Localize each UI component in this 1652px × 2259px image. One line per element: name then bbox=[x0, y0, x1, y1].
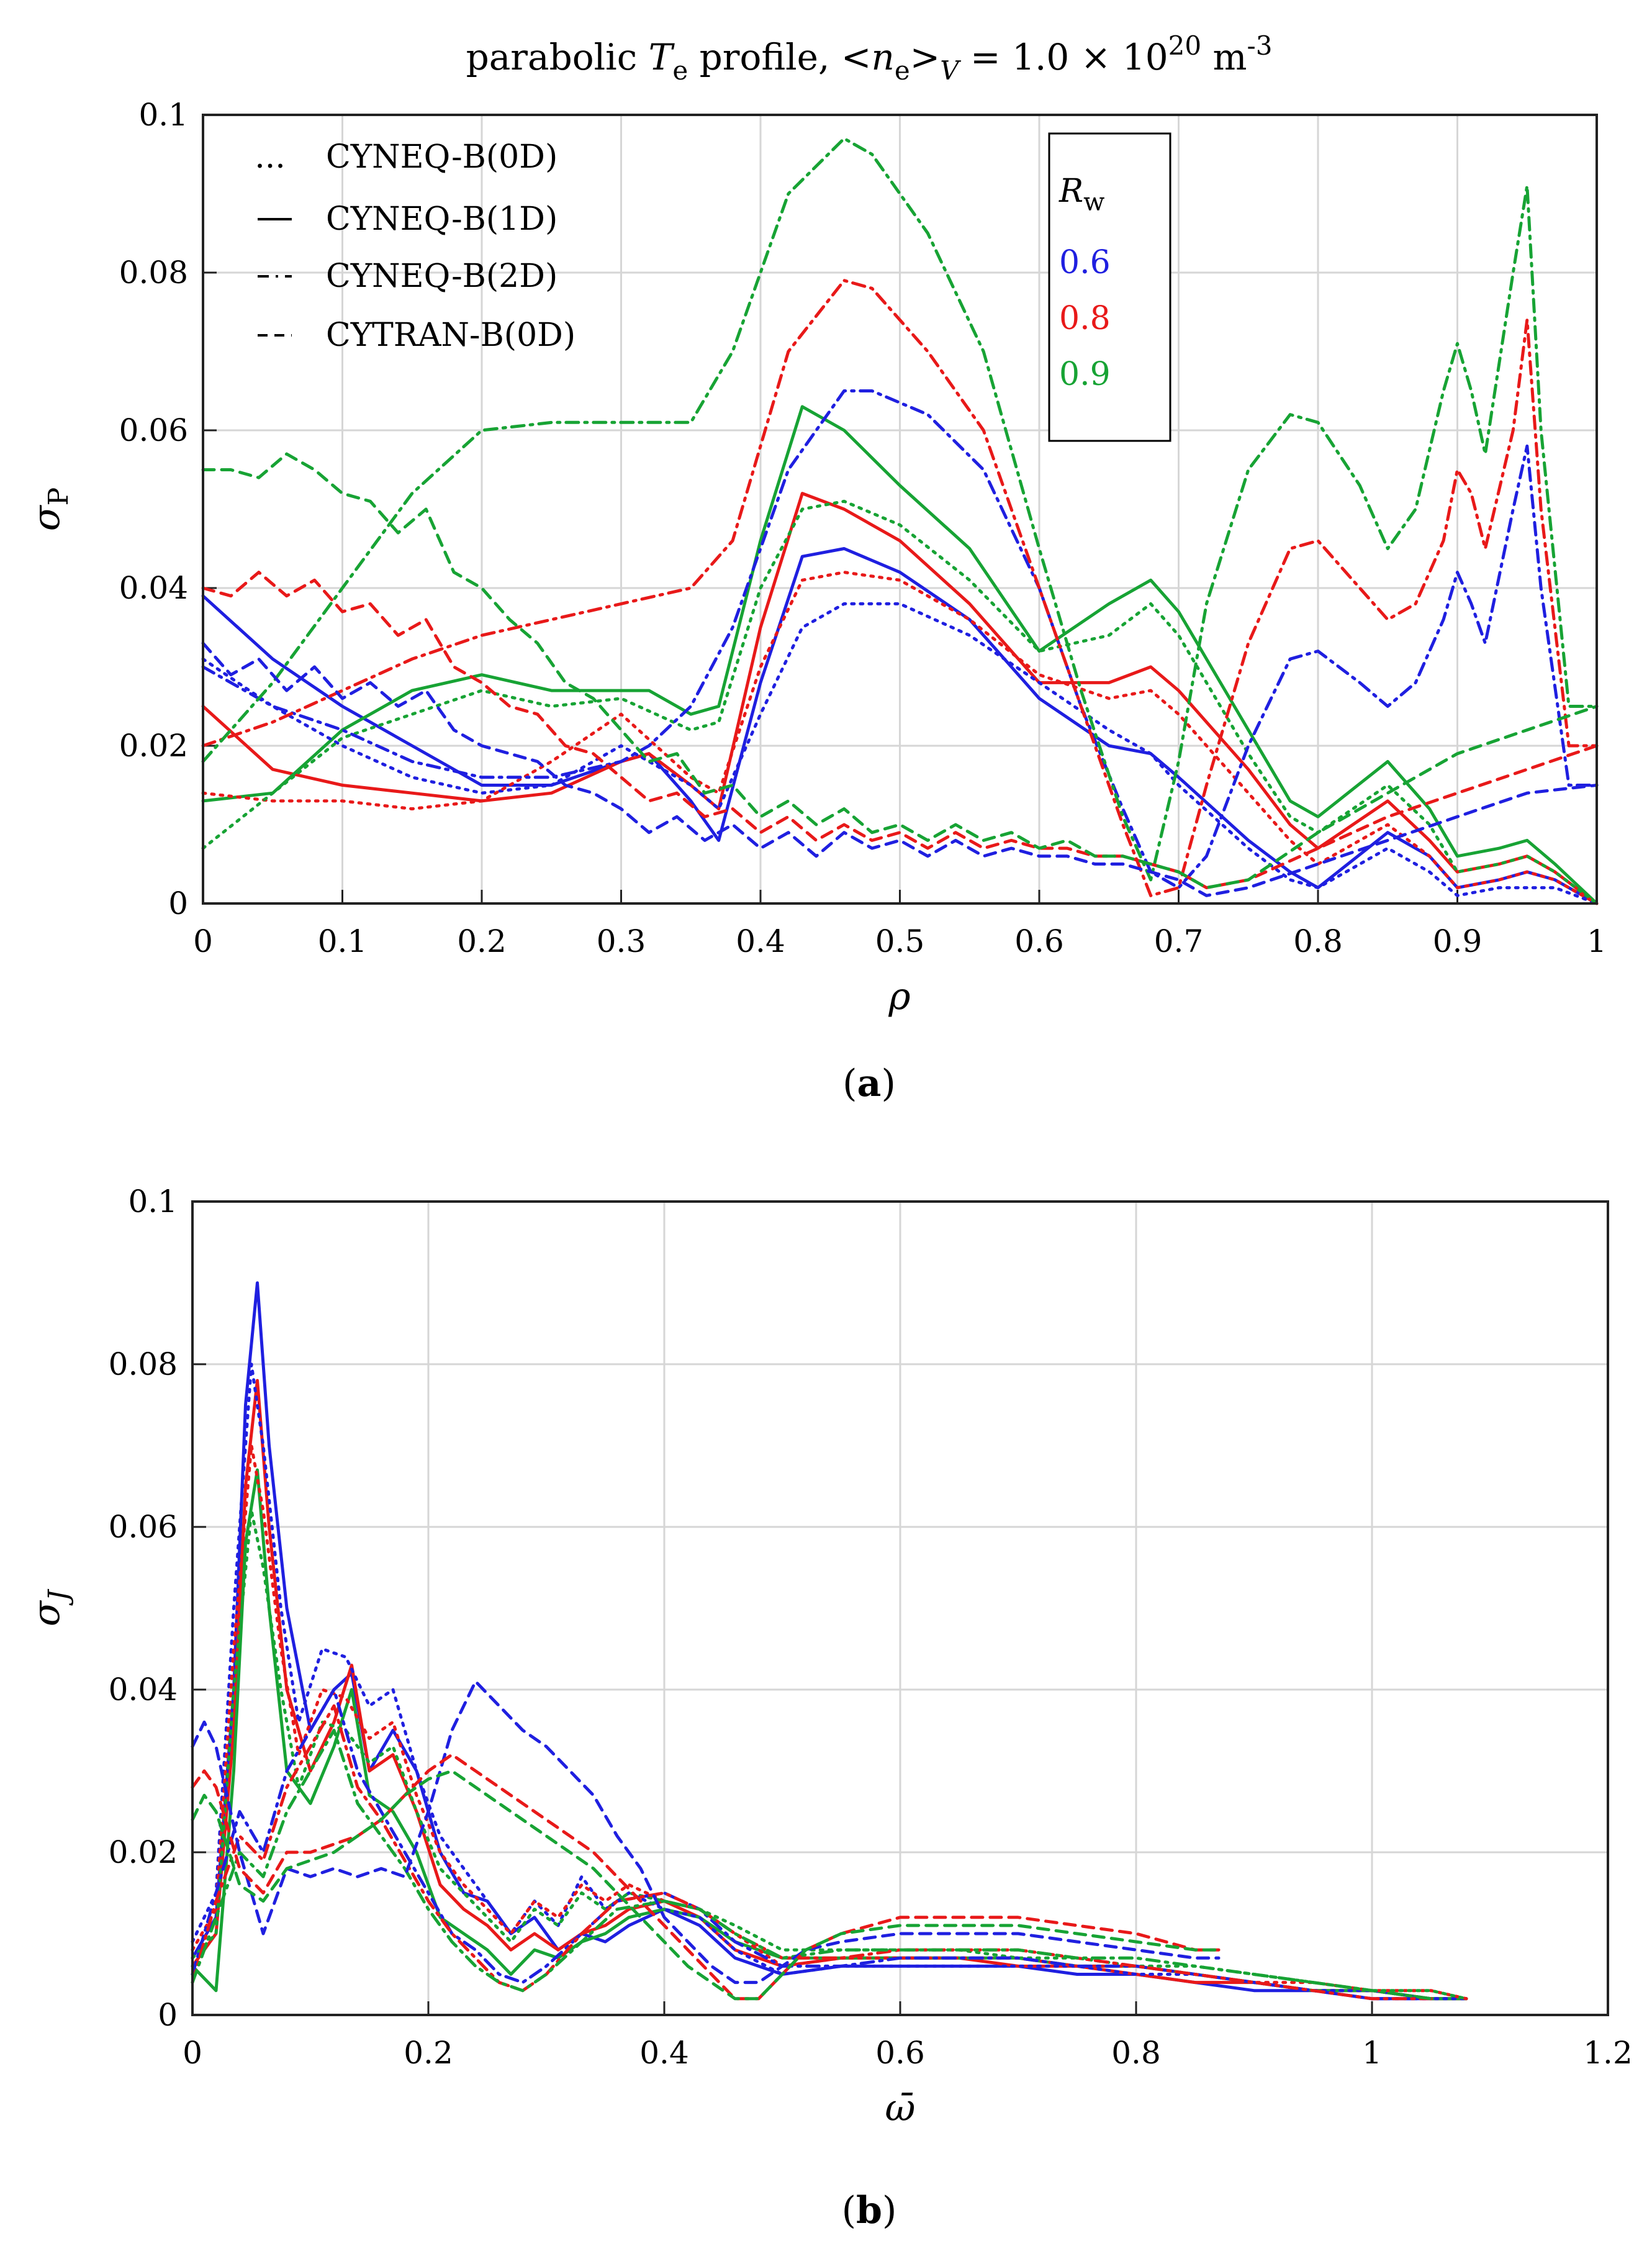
x-tick-label: 0.5 bbox=[875, 923, 925, 959]
x-tick-labels-a: 0 0.1 0.2 0.3 0.4 0.5 0.6 0.7 0.8 0.9 1 bbox=[193, 923, 1607, 959]
x-tick-label: 0.6 bbox=[875, 2035, 925, 2071]
y-tick-label: 0.04 bbox=[119, 570, 188, 606]
x-tick-label: 0.3 bbox=[597, 923, 646, 959]
x-tick-label: 0.4 bbox=[736, 923, 785, 959]
y-tick-labels-b: 0 0.02 0.04 0.06 0.08 0.1 bbox=[109, 1184, 178, 2033]
series-line-dash-rw-0-6 bbox=[201, 641, 1599, 897]
legend-mark-0d: ... bbox=[255, 138, 286, 176]
legend-rw-0-8: 0.8 bbox=[1059, 300, 1111, 337]
series-line-dot-rw-0-9 bbox=[201, 499, 1599, 905]
x-tick-label: 0.6 bbox=[1014, 923, 1064, 959]
axes-frame-a bbox=[202, 114, 1598, 905]
x-tick-label: 0 bbox=[183, 2035, 202, 2071]
series-line-dot-rw-0-9 bbox=[191, 1509, 1468, 2001]
legend-rw-0-9: 0.9 bbox=[1059, 356, 1111, 393]
y-axis-label-b: σJ bbox=[25, 1588, 74, 1626]
series-line-dashdot-rw-0-8 bbox=[201, 279, 1599, 897]
y-tick-label: 0.1 bbox=[128, 1184, 178, 1220]
series-line-dashdot-rw-0-9 bbox=[191, 1729, 1433, 2001]
caption-a: (a) bbox=[842, 1062, 896, 1105]
legend-label-cytran: CYTRAN-B(0D) bbox=[326, 317, 575, 354]
series-line-solid-rw-0-6 bbox=[191, 1281, 1468, 2001]
series-line-dashdot-rw-0-9 bbox=[201, 137, 1599, 882]
series-line-solid-rw-0-9 bbox=[191, 1468, 1468, 2001]
y-tick-label: 0.08 bbox=[109, 1346, 178, 1382]
series-line-dash-rw-0-6 bbox=[191, 1680, 1221, 1985]
y-tick-label: 0 bbox=[158, 1997, 178, 2033]
panel-a: parabolic Te profile, <ne>V = 1.0 × 1020… bbox=[25, 30, 1607, 1105]
x-tick-label: 0.1 bbox=[318, 923, 368, 959]
legend-styles: ... CYNEQ-B(0D) CYNEQ-B(1D) CYNEQ-B(2D) … bbox=[255, 138, 575, 354]
axes-frame-b bbox=[191, 1200, 1609, 2016]
y-tick-label: 0.02 bbox=[119, 728, 188, 764]
series-line-dot-rw-0-8 bbox=[191, 1444, 1468, 2001]
x-tick-labels-b: 0 0.2 0.4 0.6 0.8 1 1.2 bbox=[183, 2035, 1633, 2071]
x-tick-label: 0.9 bbox=[1433, 923, 1483, 959]
y-tick-label: 0.04 bbox=[109, 1672, 178, 1708]
x-tick-label: 0.8 bbox=[1111, 2035, 1161, 2071]
y-tick-label: 0.06 bbox=[119, 412, 188, 448]
y-tick-label: 0.02 bbox=[109, 1834, 178, 1870]
series-line-solid-rw-0-6 bbox=[201, 547, 1599, 905]
x-tick-label: 0 bbox=[193, 923, 213, 959]
y-tick-label: 0.06 bbox=[109, 1509, 178, 1545]
series-line-dashdot-rw-0-6 bbox=[191, 1688, 1433, 2001]
x-tick-label: 1 bbox=[1587, 923, 1607, 959]
x-tick-label: 0.2 bbox=[404, 2035, 453, 2071]
chart-a-title: parabolic Te profile, <ne>V = 1.0 × 1020… bbox=[466, 30, 1273, 86]
lines-a bbox=[201, 137, 1599, 905]
y-tick-label: 0.08 bbox=[119, 255, 188, 291]
y-tick-labels-a: 0 0.02 0.04 0.06 0.08 0.1 bbox=[119, 97, 188, 921]
legend-label-0d: CYNEQ-B(0D) bbox=[326, 138, 557, 176]
lines-b bbox=[191, 1281, 1468, 2001]
series-line-dash-rw-0-8 bbox=[191, 1753, 1221, 2001]
caption-b: (b) bbox=[842, 2189, 897, 2232]
legend-label-2d: CYNEQ-B(2D) bbox=[326, 258, 557, 295]
series-line-dash-rw-0-9 bbox=[191, 1769, 1221, 2001]
series-line-solid-rw-0-8 bbox=[201, 492, 1599, 905]
legend-rw: Rw 0.6 0.8 0.9 bbox=[1048, 132, 1171, 442]
x-axis-label-a: ρ bbox=[888, 975, 910, 1018]
series-line-dash-rw-0-9 bbox=[201, 452, 1599, 890]
x-tick-label: 0.7 bbox=[1154, 923, 1204, 959]
x-tick-label: 0.8 bbox=[1293, 923, 1343, 959]
y-tick-label: 0.1 bbox=[138, 97, 188, 133]
grid-b bbox=[191, 1200, 1609, 2016]
legend-rw-0-6: 0.6 bbox=[1059, 244, 1111, 281]
y-axis-label-a: σP bbox=[25, 487, 74, 532]
legend-label-1d: CYNEQ-B(1D) bbox=[326, 201, 557, 238]
series-line-dot-rw-0-6 bbox=[201, 602, 1599, 905]
legend-rw-box bbox=[1048, 132, 1171, 442]
series-line-dot-rw-0-8 bbox=[201, 571, 1599, 905]
legend-rw-title: Rw bbox=[1058, 173, 1104, 217]
x-tick-label: 1.2 bbox=[1583, 2035, 1633, 2071]
x-tick-label: 0.4 bbox=[639, 2035, 689, 2071]
x-tick-label: 1 bbox=[1362, 2035, 1382, 2071]
y-tick-label: 0 bbox=[168, 885, 188, 921]
series-line-dashdot-rw-0-6 bbox=[201, 389, 1599, 890]
panel-b: 0 0.2 0.4 0.6 0.8 1 1.2 0 0.02 0.04 0.06 0.08 0.1 ω… bbox=[25, 1184, 1633, 2232]
series-line-dot-rw-0-6 bbox=[191, 1362, 1468, 2001]
series-line-dashdot-rw-0-8 bbox=[191, 1704, 1433, 2001]
x-tick-label: 0.2 bbox=[457, 923, 507, 959]
x-axis-label-b: ω̄ bbox=[885, 2086, 916, 2130]
